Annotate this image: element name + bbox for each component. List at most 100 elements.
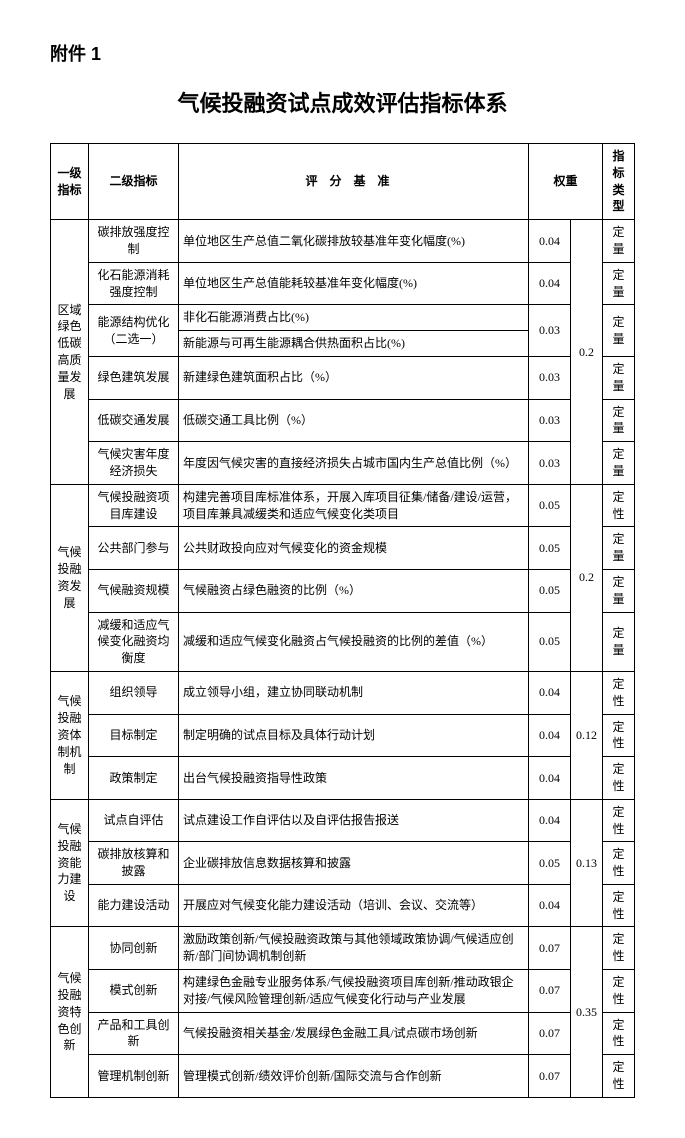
criteria-cell: 单位地区生产总值二氧化碳排放较基准年变化幅度(%) [179,220,529,263]
table-row: 管理机制创新管理模式创新/绩效评价创新/国际交流与合作创新0.07 定性 [51,1055,635,1098]
weight-cell: 0.04 [528,884,570,927]
l1-indicator: 气候投融资特色创新 [51,927,89,1097]
table-row: 气候融资规模气候融资占绿色融资的比例（%）0.05定量 [51,569,635,612]
table-row: 气候投融资发展气候投融资项目库建设构建完善项目库标准体系，开展入库项目征集/储备… [51,484,635,527]
table-row: 气候投融资能力建设试点自评估试点建设工作自评估以及自评估报告报送0.040.13… [51,799,635,842]
l2-indicator: 碳排放强度控制 [89,220,179,263]
table-row: 碳排放核算和披露企业碳排放信息数据核算和披露0.05定性 [51,842,635,885]
criteria-cell: 成立领导小组，建立协同联动机制 [179,671,529,714]
weight-cell: 0.04 [528,714,570,757]
criteria-cell: 年度因气候灾害的直接经济损失占城市国内生产总值比例（%） [179,442,529,485]
criteria-cell: 新能源与可再生能源耦合供热面积占比(%) [179,331,529,357]
criteria-cell: 试点建设工作自评估以及自评估报告报送 [179,799,529,842]
table-row: 气候投融资体制机制组织领导成立领导小组，建立协同联动机制0.040.12定性 [51,671,635,714]
table-header-row: 一级指标 二级指标 评分基准 权重 指标类型 [51,144,635,220]
l2-indicator: 公共部门参与 [89,527,179,570]
l2-indicator: 管理机制创新 [89,1055,179,1098]
header-weight: 权重 [528,144,602,220]
table-row: 气候灾害年度经济损失年度因气候灾害的直接经济损失占城市国内生产总值比例（%）0.… [51,442,635,485]
table-row: 目标制定制定明确的试点目标及具体行动计划0.04 定性 [51,714,635,757]
criteria-cell: 出台气候投融资指导性政策 [179,757,529,800]
table-row: 公共部门参与公共财政投向应对气候变化的资金规模0.05定量 [51,527,635,570]
weight-cell: 0.04 [528,757,570,800]
weight-cell: 0.05 [528,842,570,885]
l2-indicator: 产品和工具创新 [89,1012,179,1055]
l2-indicator: 模式创新 [89,970,179,1013]
table-row: 政策制定出台气候投融资指导性政策0.04 定性 [51,757,635,800]
weight-cell: 0.04 [528,799,570,842]
weight-cell: 0.07 [528,927,570,970]
l1-indicator: 气候投融资发展 [51,484,89,671]
type-cell: 定性 [603,1055,635,1098]
indicator-table: 一级指标 二级指标 评分基准 权重 指标类型 区域绿色低碳高质量发展碳排放强度控… [50,143,635,1098]
page-title: 气候投融资试点成效评估指标体系 [50,86,635,118]
header-type: 指标类型 [603,144,635,220]
table-row: 区域绿色低碳高质量发展碳排放强度控制单位地区生产总值二氧化碳排放较基准年变化幅度… [51,220,635,263]
l2-indicator: 能源结构优化（二选一） [89,305,179,357]
criteria-cell: 减缓和适应气候变化融资占气候投融资的比例的差值（%） [179,612,529,671]
l1-indicator: 区域绿色低碳高质量发展 [51,220,89,485]
weight-cell: 0.03 [528,442,570,485]
l2-indicator: 绿色建筑发展 [89,356,179,399]
l2-indicator: 减缓和适应气候变化融资均衡度 [89,612,179,671]
criteria-cell: 单位地区生产总值能耗较基准年变化幅度(%) [179,262,529,305]
type-cell: 定量 [603,569,635,612]
table-row: 减缓和适应气候变化融资均衡度减缓和适应气候变化融资占气候投融资的比例的差值（%）… [51,612,635,671]
group-weight-cell: 0.35 [570,927,602,1097]
table-row: 能力建设活动开展应对气候变化能力建设活动（培训、会议、交流等）0.04 定性 [51,884,635,927]
type-cell: 定量 [603,305,635,357]
l2-indicator: 试点自评估 [89,799,179,842]
type-cell: 定量 [603,612,635,671]
type-cell: 定性 [603,484,635,527]
group-weight-cell: 0.2 [570,484,602,671]
weight-cell: 0.05 [528,527,570,570]
l2-indicator: 协同创新 [89,927,179,970]
type-cell: 定性 [603,799,635,842]
type-cell: 定性 [603,714,635,757]
l2-indicator: 气候融资规模 [89,569,179,612]
criteria-cell: 激励政策创新/气候投融资政策与其他领域政策协调/气候适应创新/部门间协调机制创新 [179,927,529,970]
l2-indicator: 碳排放核算和披露 [89,842,179,885]
criteria-cell: 管理模式创新/绩效评价创新/国际交流与合作创新 [179,1055,529,1098]
type-cell: 定量 [603,527,635,570]
l2-indicator: 能力建设活动 [89,884,179,927]
group-weight-cell: 0.2 [570,220,602,485]
type-cell: 定量 [603,442,635,485]
criteria-cell: 气候投融资相关基金/发展绿色金融工具/试点碳市场创新 [179,1012,529,1055]
type-cell: 定性 [603,757,635,800]
type-cell: 定性 [603,927,635,970]
l2-indicator: 低碳交通发展 [89,399,179,442]
attachment-label: 附件 1 [50,40,635,66]
weight-cell: 0.04 [528,262,570,305]
type-cell: 定量 [603,262,635,305]
criteria-cell: 开展应对气候变化能力建设活动（培训、会议、交流等） [179,884,529,927]
criteria-cell: 新建绿色建筑面积占比（%） [179,356,529,399]
criteria-cell: 构建绿色金融专业服务体系/气候投融资项目库创新/推动政银企对接/气候风险管理创新… [179,970,529,1013]
type-cell: 定性 [603,884,635,927]
table-row: 化石能源消耗强度控制单位地区生产总值能耗较基准年变化幅度(%)0.04 定量 [51,262,635,305]
criteria-cell: 制定明确的试点目标及具体行动计划 [179,714,529,757]
type-cell: 定量 [603,399,635,442]
l1-indicator: 气候投融资体制机制 [51,671,89,799]
l2-indicator: 气候投融资项目库建设 [89,484,179,527]
criteria-cell: 非化石能源消费占比(%) [179,305,529,331]
l2-indicator: 化石能源消耗强度控制 [89,262,179,305]
table-row: 绿色建筑发展新建绿色建筑面积占比（%）0.03定量 [51,356,635,399]
type-cell: 定性 [603,671,635,714]
criteria-cell: 低碳交通工具比例（%） [179,399,529,442]
l2-indicator: 气候灾害年度经济损失 [89,442,179,485]
type-cell: 定性 [603,1012,635,1055]
weight-cell: 0.03 [528,399,570,442]
criteria-cell: 气候融资占绿色融资的比例（%） [179,569,529,612]
table-row: 气候投融资特色创新协同创新激励政策创新/气候投融资政策与其他领域政策协调/气候适… [51,927,635,970]
l2-indicator: 政策制定 [89,757,179,800]
header-l2: 二级指标 [89,144,179,220]
header-l1: 一级指标 [51,144,89,220]
weight-cell: 0.04 [528,220,570,263]
group-weight-cell: 0.13 [570,799,602,927]
weight-cell: 0.07 [528,1055,570,1098]
l2-indicator: 目标制定 [89,714,179,757]
table-row: 能源结构优化（二选一）非化石能源消费占比(%)0.03定量 [51,305,635,331]
criteria-cell: 企业碳排放信息数据核算和披露 [179,842,529,885]
weight-cell: 0.03 [528,305,570,357]
